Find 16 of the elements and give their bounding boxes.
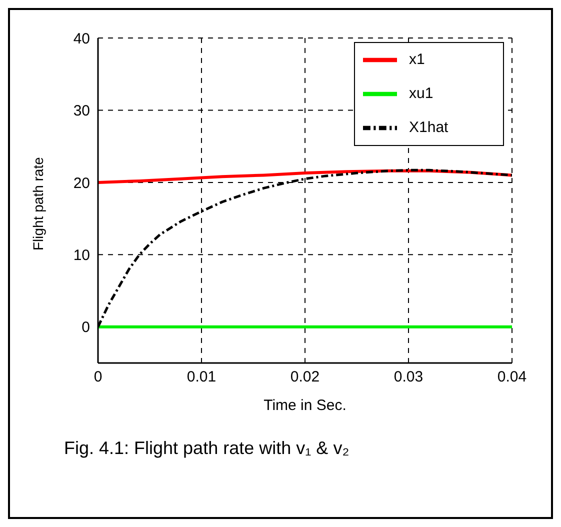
y-tick-label: 40: [73, 30, 90, 48]
x-tick-label: 0.03: [394, 368, 424, 386]
x-tick-label: 0.01: [186, 368, 216, 386]
x-tick-label: 0.02: [290, 368, 320, 386]
y-tick-label: 0: [82, 319, 90, 336]
legend-label: xu1: [409, 85, 434, 102]
y-tick-label: 20: [73, 174, 90, 192]
legend-label: X1hat: [409, 119, 448, 136]
x-tick-label: 0.04: [497, 368, 527, 386]
caption: Fig. 4.1: Flight path rate with v₁ & v₂: [64, 438, 350, 459]
legend-label: x1: [409, 51, 425, 68]
x-axis-title: Time in Sec.: [264, 397, 346, 414]
y-tick-label: 30: [73, 102, 90, 120]
y-tick-label: 10: [73, 246, 90, 264]
x-tick-label: 0: [94, 368, 102, 386]
y-axis-title: Flight path rate: [30, 156, 46, 250]
